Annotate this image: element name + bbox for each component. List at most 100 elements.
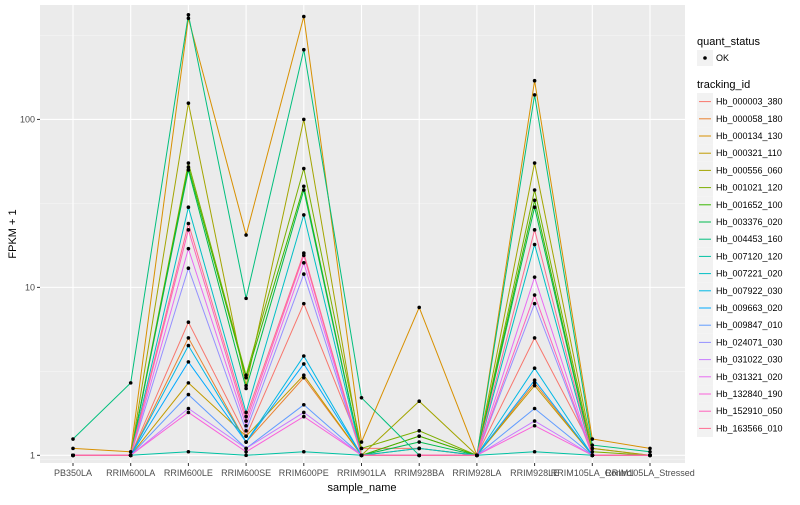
data-point [302,184,306,189]
data-point [532,242,537,247]
data-point [244,440,248,444]
x-tick-label: RRIM600SE [221,468,271,478]
x-tick-label: PB350LA [54,468,92,478]
data-point [302,117,306,122]
data-point [186,246,191,251]
data-point [244,423,248,428]
legend-entry-label: Hb_000134_130 [716,131,783,141]
x-tick-label: RRIM600PE [279,468,329,478]
data-point [302,449,306,454]
data-point [186,266,191,271]
data-point [244,428,248,433]
data-point [186,360,191,364]
data-point [302,414,306,419]
data-point [359,453,364,458]
legend-entry-label: Hb_001652_100 [716,200,783,210]
data-point [532,78,537,83]
data-point [532,205,537,210]
y-axis: 1 10 100 [20,114,40,460]
data-point [302,166,306,171]
data-point [302,14,306,19]
data-point [532,383,537,388]
data-point [532,366,537,371]
data-point [244,375,248,380]
data-point [186,449,191,454]
data-point [71,446,75,451]
legend-entry-label: Hb_009847_010 [716,320,783,330]
x-tick-label: RRIM928LA [452,468,501,478]
data-point [590,449,595,454]
x-tick-label: RRIM928BA [394,468,444,478]
data-point [302,251,306,255]
data-point [244,446,248,451]
data-point [128,453,133,458]
data-point [302,301,306,306]
data-point [648,446,652,451]
legend-entry-label: Hb_007221_020 [716,269,783,279]
legend-entry-label: Hb_152910_050 [716,406,783,416]
legend-point-symbol [703,56,707,60]
data-point [532,188,537,192]
data-point [186,12,191,17]
data-point [532,449,537,454]
data-point [244,296,248,301]
data-point [532,381,537,385]
legend-entry-label: Hb_007922_030 [716,286,783,296]
data-point [186,343,191,348]
data-point [128,449,133,454]
data-point [532,275,537,279]
legend-entry-label: Hb_001021_120 [716,183,783,193]
x-tick-label: RRIM928LE [510,468,559,478]
data-point [417,428,422,433]
data-point [532,423,537,428]
data-point [302,188,306,192]
quant-status-legend-title: quant_status [697,36,760,48]
data-point [244,419,248,423]
data-point [71,437,75,441]
legend-entry-label: Hb_031321_020 [716,372,783,382]
data-point [244,453,248,458]
data-point [302,354,306,358]
data-point [302,261,306,265]
data-point [186,101,191,105]
data-point [417,305,422,310]
data-point [532,378,537,383]
data-point [590,443,595,447]
data-point [186,410,191,415]
data-point [186,228,191,232]
x-tick-label: RRIM105LA_Control [551,468,634,478]
legend: quant_status tracking_id OK Hb_000003_380… [697,36,783,437]
y-tick-label: 10 [25,282,35,292]
legend-entry-label: Hb_009663_020 [716,303,783,313]
data-point [302,272,306,276]
legend-entry-label: Hb_003376_020 [716,217,783,227]
data-point [71,453,75,458]
legend-entry-label: Hb_024071_030 [716,337,783,347]
data-point [244,386,248,391]
legend-entry-label: Hb_000058_180 [716,114,783,124]
data-point [186,336,191,340]
tracking-legend-title: tracking_id [697,79,750,91]
data-point [417,399,422,403]
data-point [244,383,248,388]
data-point [186,165,191,169]
data-point [417,446,422,451]
data-point [532,336,537,340]
data-point [532,406,537,411]
data-point [532,93,537,97]
data-point [532,161,537,165]
legend-entry-label: Hb_031022_030 [716,355,783,365]
x-tick-label: RRIM105LA_Stressed [605,468,695,478]
data-point [186,392,191,397]
legend-entry-label: OK [716,53,729,63]
data-point [186,406,191,411]
data-point [302,362,306,366]
data-point [302,47,306,52]
data-point [302,375,306,380]
data-point [186,320,191,325]
legend-entry-label: Hb_000003_380 [716,97,783,107]
data-point [590,437,595,441]
data-point [302,213,306,217]
